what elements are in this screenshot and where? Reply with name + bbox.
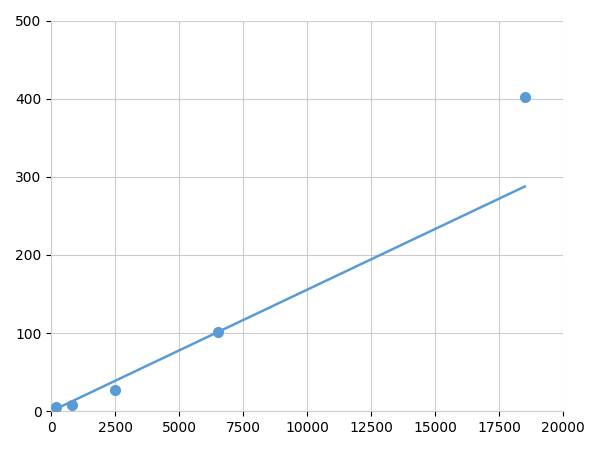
Point xyxy=(520,94,530,101)
Point xyxy=(52,404,61,411)
Point xyxy=(110,387,120,394)
Point xyxy=(213,328,223,335)
Point xyxy=(67,401,76,409)
